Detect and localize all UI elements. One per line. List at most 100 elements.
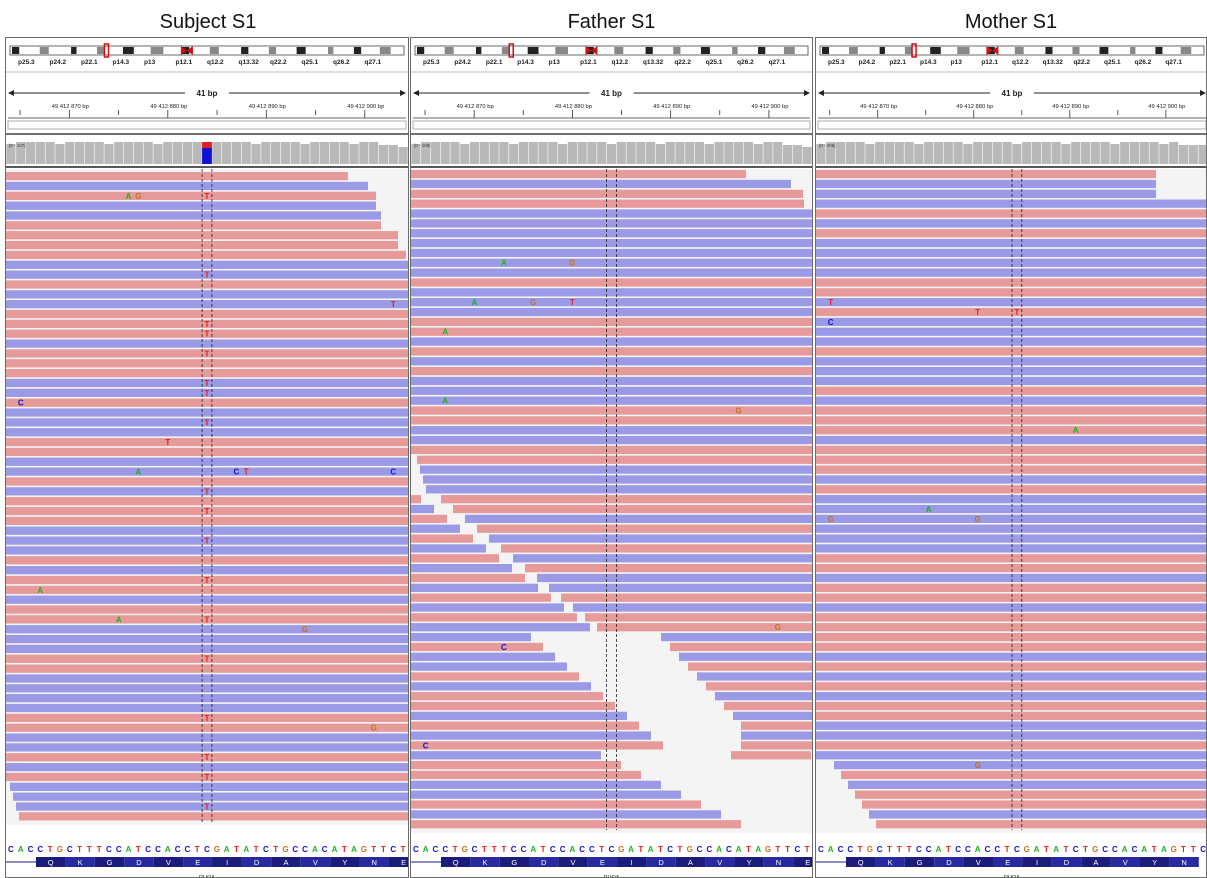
read — [411, 790, 681, 799]
sequence-base: T — [87, 845, 92, 854]
igv-track-view-subject[interactable]: p25.3 p24.2 p22.1 p14.3 p13 p12.1 q12.2 q13.32 q… — [6, 38, 408, 877]
sequence-bg — [411, 833, 812, 877]
mismatch-base: T — [828, 298, 833, 307]
ideogram-band — [379, 47, 391, 54]
sequence-base: C — [609, 845, 615, 854]
sequence-base: C — [263, 845, 269, 854]
read — [6, 339, 408, 348]
ideogram-band — [150, 47, 164, 54]
sequence-base: T — [77, 845, 82, 854]
read — [816, 327, 1206, 336]
span-label-bg — [589, 87, 634, 99]
span-arrow-left — [413, 90, 419, 96]
read — [816, 741, 1206, 750]
coverage-bar — [104, 144, 114, 164]
read — [670, 642, 812, 652]
read — [411, 386, 812, 395]
ideogram-band-label: q22.2 — [1073, 59, 1090, 66]
sequence-base: T — [1063, 845, 1068, 854]
read — [6, 477, 408, 486]
mismatch-base: T — [570, 298, 575, 307]
coverage-bar — [489, 142, 499, 164]
read — [423, 475, 812, 484]
read — [411, 347, 812, 356]
coverage-bar — [704, 144, 714, 164]
read — [688, 662, 812, 671]
codon-box — [212, 857, 242, 867]
alignment-track: A G A G T A A G G C C — [411, 169, 812, 835]
read — [411, 770, 641, 780]
coverage-bar — [143, 142, 153, 164]
sequence-base: T — [381, 845, 386, 854]
amino-acid: E — [805, 858, 810, 867]
codon-box — [705, 857, 735, 867]
coverage-bar — [378, 145, 389, 164]
read — [816, 445, 1206, 455]
coverage-bar — [655, 144, 665, 164]
read — [816, 672, 1206, 681]
codon-box — [1110, 857, 1140, 867]
igv-track-view-father[interactable]: p25.3 p24.2 p22.1 p14.3 p13 p12.1 q12.2 q13.32 q… — [411, 38, 812, 877]
read — [816, 514, 1206, 523]
read — [679, 652, 812, 661]
coverage-bar — [114, 142, 124, 164]
igv-panel-father: p25.3 p24.2 p22.1 p14.3 p13 p12.1 q12.2 q13.32 q… — [410, 37, 813, 878]
coverage-bar — [845, 142, 855, 164]
amino-acid: E — [195, 858, 200, 867]
sequence-base: T — [195, 845, 200, 854]
ideogram-band — [444, 47, 454, 54]
read — [411, 761, 621, 770]
igv-panel-mother: p25.3 p24.2 p22.1 p14.3 p13 p12.1 q12.2 q13.32 q… — [815, 37, 1207, 878]
sequence-base: A — [224, 845, 230, 854]
ideogram-band — [527, 47, 539, 54]
ideogram-band-label: q12.2 — [1012, 59, 1029, 66]
coverage-bar — [55, 144, 65, 164]
current-region-marker — [508, 43, 514, 58]
mismatch-base: G — [775, 623, 781, 632]
read — [6, 615, 408, 624]
ideogram-band — [1155, 47, 1163, 54]
read — [816, 278, 1206, 287]
mismatch-base: G — [569, 259, 575, 268]
coverage-bar — [518, 142, 529, 164]
read — [816, 219, 1206, 228]
sequence-base: T — [897, 845, 902, 854]
ideogram-band — [209, 47, 219, 54]
read — [411, 741, 663, 750]
read — [411, 642, 543, 652]
read — [816, 170, 1156, 179]
panel-title-subject: Subject S1 — [159, 11, 257, 33]
ideogram-band-label: p22.1 — [889, 59, 906, 66]
read — [741, 721, 812, 730]
coverage-bar — [479, 142, 489, 164]
mismatch-base: G — [736, 406, 742, 415]
sequence-base: A — [1034, 845, 1040, 854]
read — [411, 583, 538, 592]
ideogram-band-label: q27.1 — [1165, 59, 1182, 66]
read — [6, 369, 408, 378]
sequence-base: T — [97, 845, 102, 854]
read — [411, 258, 812, 267]
amino-acid: Q — [48, 858, 54, 867]
read — [816, 209, 1206, 218]
sequence-base: A — [165, 845, 171, 854]
read — [19, 812, 408, 821]
read — [411, 278, 812, 287]
ideogram-band — [296, 47, 306, 54]
mismatch-base: T — [205, 192, 210, 201]
amino-acid: D — [136, 858, 142, 867]
mismatch-base: T — [205, 655, 210, 664]
codon-box — [300, 857, 331, 867]
gene-name: RHOA — [199, 875, 215, 877]
igv-track-view-mother[interactable]: p25.3 p24.2 p22.1 p14.3 p13 p12.1 q12.2 q13.32 q… — [816, 38, 1207, 877]
alignment-track: T T T C A A G G G — [816, 169, 1206, 835]
sequence-base: C — [302, 845, 308, 854]
read — [411, 288, 812, 297]
mismatch-base: C — [390, 468, 396, 477]
coverage-bar — [724, 142, 734, 164]
read — [6, 211, 381, 220]
read — [6, 546, 408, 555]
amino-acid: Y — [747, 858, 752, 867]
